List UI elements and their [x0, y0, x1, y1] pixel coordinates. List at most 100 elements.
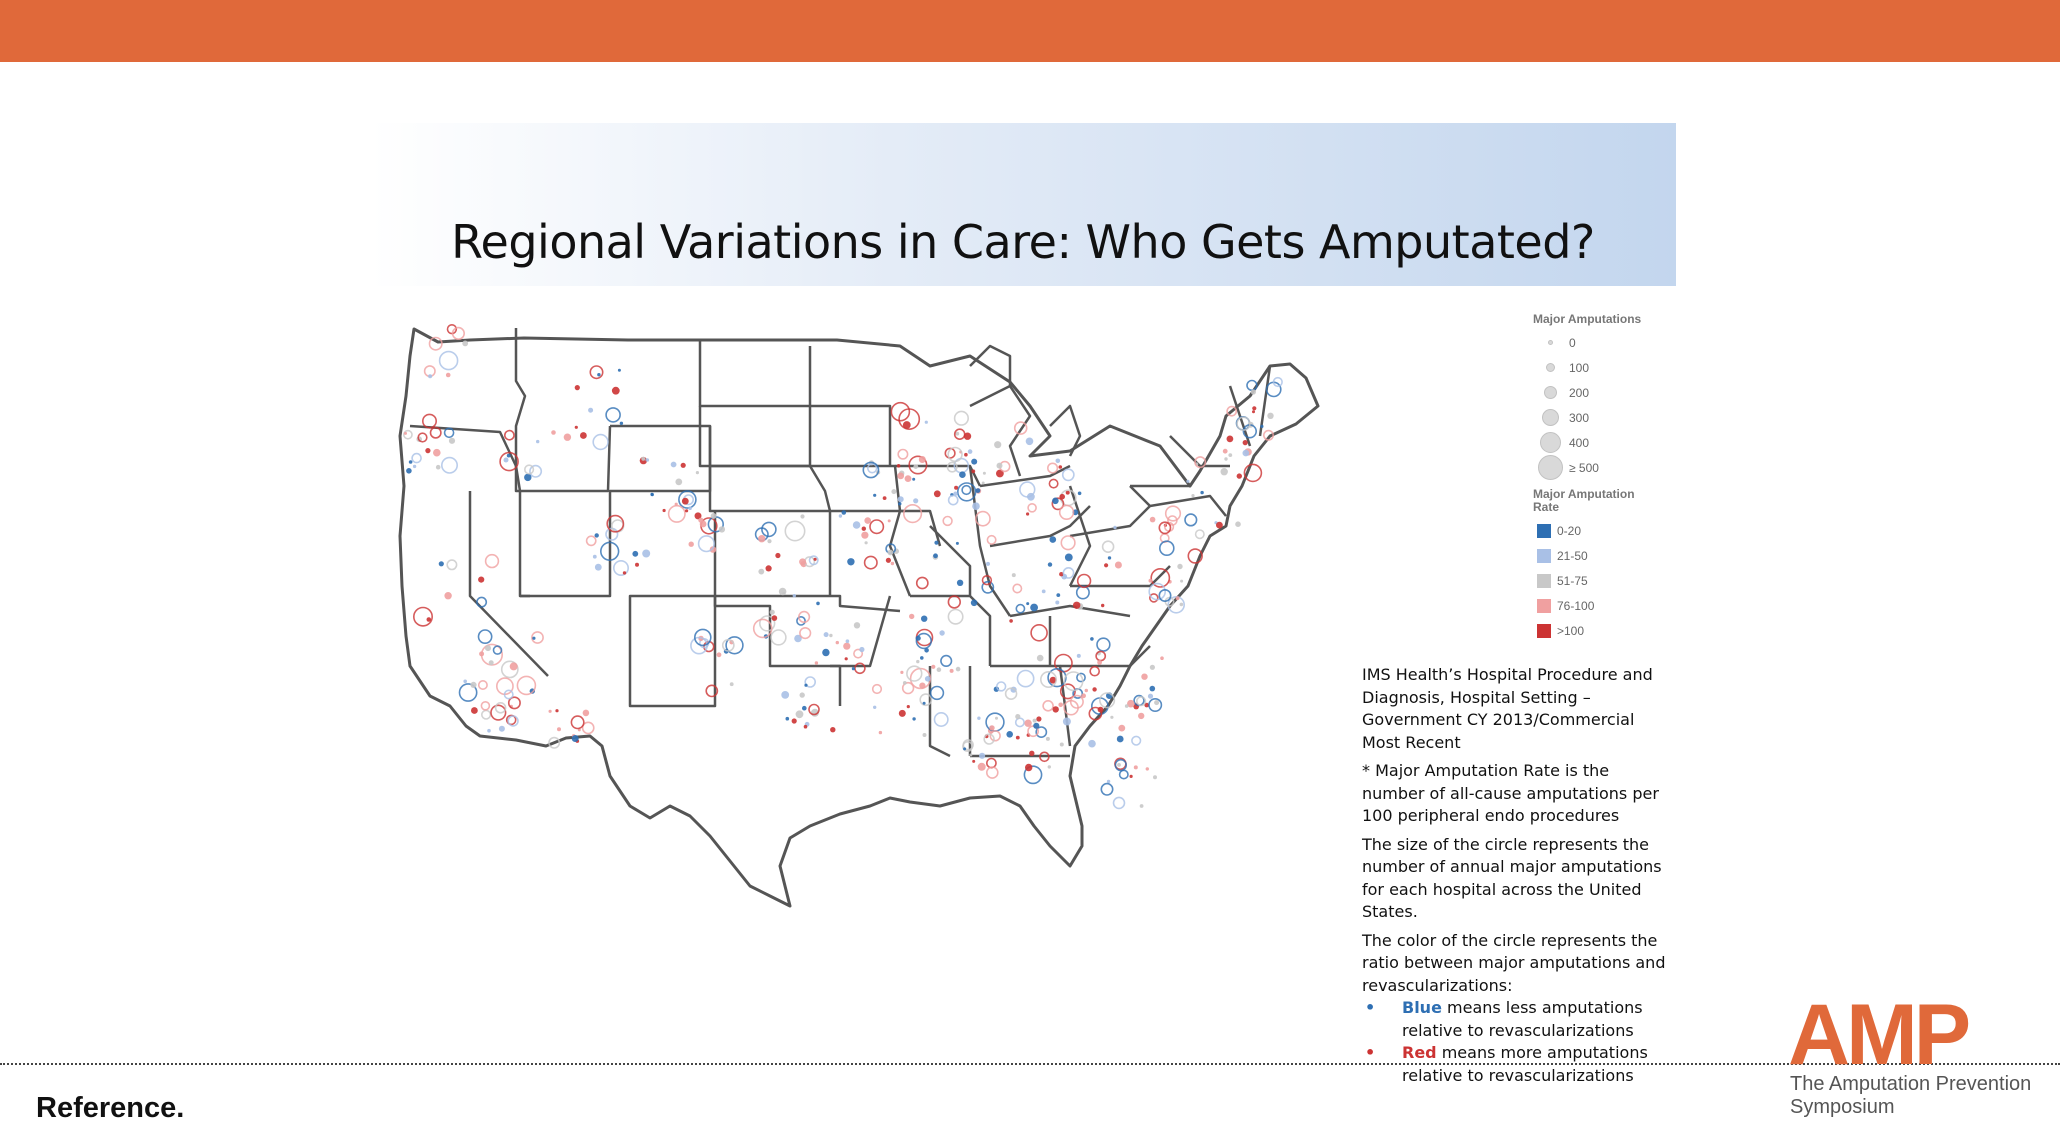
- hospital-circle: [1076, 653, 1081, 658]
- hospital-circle: [933, 711, 949, 727]
- hospital-circle: [1013, 421, 1028, 435]
- hospital-circle: [1224, 457, 1228, 461]
- hospital-circle: [1149, 664, 1155, 670]
- hospital-circle: [1039, 751, 1050, 763]
- hospital-circle: [1226, 435, 1234, 443]
- hospital-circle: [592, 554, 597, 559]
- hospital-circle: [1081, 693, 1086, 699]
- hospital-circle: [487, 728, 491, 733]
- hospital-circle: [863, 555, 878, 570]
- hospital-circle: [443, 427, 455, 439]
- hospital-circle: [913, 498, 919, 504]
- hospital-circle: [479, 651, 485, 657]
- hospital-circle: [441, 456, 459, 474]
- hospital-circle: [916, 659, 920, 664]
- hospital-circle: [778, 587, 787, 596]
- hospital-circle: [1167, 595, 1186, 614]
- hospital-circle: [463, 679, 467, 684]
- hospital-circle: [1164, 505, 1182, 522]
- hospital-circle: [1011, 573, 1016, 578]
- hospital-circle: [1100, 782, 1114, 796]
- hospital-circle: [955, 431, 960, 436]
- hospital-circle: [693, 628, 712, 647]
- hospital-circle: [862, 461, 880, 479]
- hospital-circle: [949, 668, 954, 673]
- hospital-circle: [989, 725, 995, 731]
- red-bullet-text: means more amputations relative to revas…: [1402, 1043, 1648, 1085]
- hospital-circle: [982, 471, 986, 475]
- hospital-circle: [563, 433, 572, 441]
- hospital-circle: [808, 555, 819, 566]
- hospital-circle: [505, 714, 517, 726]
- hospital-circle: [1088, 706, 1103, 721]
- hospital-circle: [1059, 683, 1076, 700]
- hospital-circle: [404, 431, 407, 435]
- hospital-circle: [1015, 735, 1020, 740]
- hospital-circle: [532, 636, 536, 640]
- hospital-circle: [670, 461, 677, 468]
- hospital-circle: [1016, 669, 1035, 688]
- hospital-circle: [1147, 693, 1154, 699]
- hospital-circle: [977, 716, 981, 720]
- hospital-circle: [403, 429, 413, 440]
- hospital-circle: [835, 640, 839, 645]
- hospital-circle: [1058, 504, 1075, 521]
- hospital-circle: [438, 561, 444, 567]
- hospital-circle: [1047, 765, 1051, 769]
- us-hospital-map: [398, 323, 1320, 908]
- hospital-circle: [1090, 637, 1094, 641]
- hospital-circle: [1113, 525, 1117, 530]
- hospital-circle: [1027, 725, 1039, 738]
- hospital-circle: [847, 558, 855, 566]
- hospital-circle: [922, 701, 926, 705]
- hospital-circle: [606, 514, 625, 533]
- hospital-circle: [1131, 735, 1142, 746]
- hospital-circle: [1098, 692, 1116, 709]
- hospital-circle: [942, 515, 953, 527]
- hospital-circle: [873, 493, 877, 497]
- hospital-circle: [775, 552, 781, 559]
- hospital-circle: [1250, 389, 1256, 395]
- hospital-circle: [861, 526, 866, 531]
- hospital-circle: [1064, 553, 1073, 562]
- hospital-circle: [428, 336, 443, 351]
- hospital-circle: [524, 473, 532, 482]
- rate-swatch: [1537, 548, 1551, 563]
- hospital-circle: [709, 546, 717, 553]
- hospital-circle: [1194, 456, 1207, 469]
- hospital-circle: [428, 374, 433, 379]
- hospital-circle: [500, 660, 519, 679]
- hospital-circle: [622, 571, 627, 575]
- hospital-circle: [799, 627, 812, 640]
- hospital-circle: [1059, 572, 1064, 577]
- hospital-circle: [641, 456, 646, 461]
- size-definition: The size of the circle represents the nu…: [1362, 834, 1662, 922]
- hospital-circle: [1009, 619, 1013, 623]
- hospital-circle: [470, 681, 477, 688]
- hospital-circle: [972, 759, 976, 763]
- hospital-circle: [1235, 521, 1241, 527]
- hospital-circle: [642, 549, 651, 558]
- hospital-circle: [1267, 412, 1274, 419]
- hospital-circle: [830, 727, 836, 733]
- hospital-circle: [462, 340, 469, 347]
- hospital-circle: [800, 514, 805, 519]
- hospital-circle: [796, 615, 806, 626]
- hospital-circle: [1097, 660, 1102, 665]
- hospital-circle: [688, 541, 694, 547]
- hospital-circle: [904, 475, 912, 482]
- hospital-circle: [969, 753, 973, 757]
- hospital-circle: [864, 541, 868, 545]
- hospital-circle: [964, 452, 968, 457]
- hospital-circle: [600, 541, 620, 561]
- rate-legend-title: Major Amputation Rate: [1533, 487, 1635, 514]
- hospital-circle: [1032, 718, 1037, 723]
- hospital-circle: [924, 676, 931, 682]
- hospital-circle: [864, 517, 871, 524]
- hospital-circle: [759, 615, 776, 632]
- hospital-circle: [758, 568, 765, 575]
- hospital-circle: [898, 709, 906, 717]
- hospital-circle: [947, 608, 964, 625]
- rate-swatch: [1537, 573, 1551, 588]
- hospital-circle: [1101, 540, 1115, 554]
